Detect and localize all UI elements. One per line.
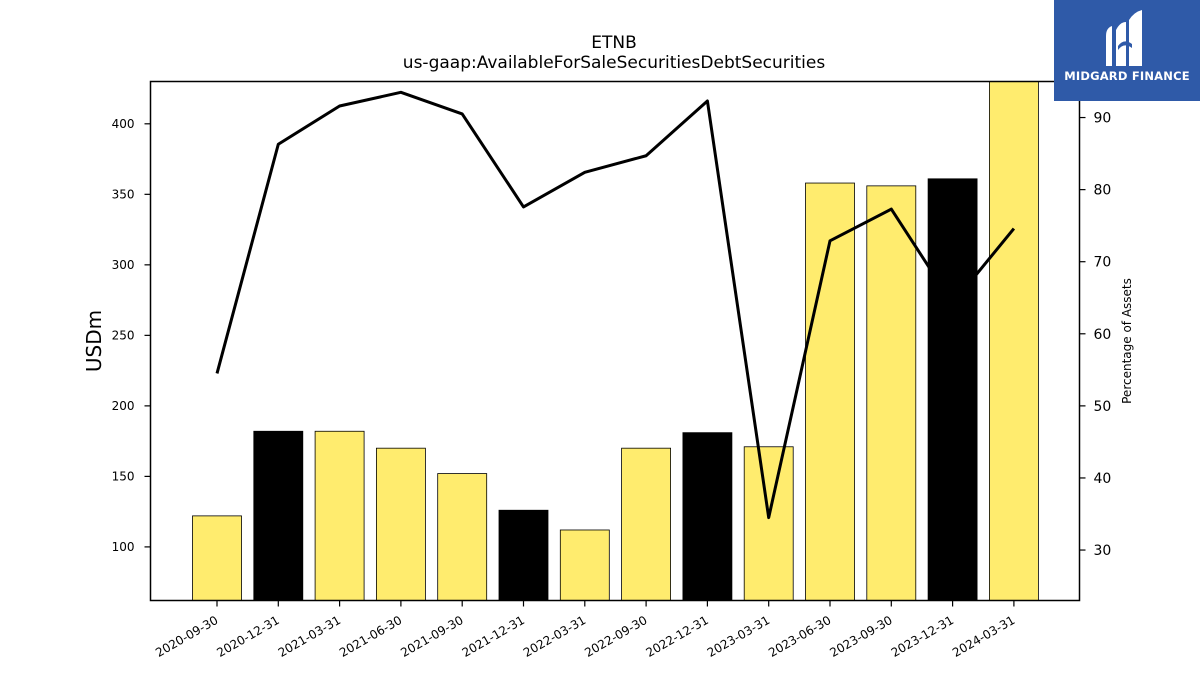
logo-text: MIDGARD FINANCE [1064, 69, 1190, 83]
x-tick-label: 2024-03-31 [950, 613, 1017, 660]
bar-2020-09-30 [192, 515, 242, 601]
bar-2024-03-31 [989, 81, 1039, 601]
y2-tick-label: 40 [1094, 471, 1112, 487]
percentage-line [215, 90, 1016, 520]
x-tick-label: 2023-09-30 [827, 613, 894, 660]
y-tick-label: 150 [112, 469, 135, 483]
bars-group [192, 81, 1039, 601]
plot-frame [149, 80, 1081, 602]
y-tick-label: 300 [112, 258, 135, 272]
bar-2023-06-30 [805, 182, 855, 601]
x-tick-label: 2022-12-31 [643, 613, 710, 660]
x-axis-ticks: 2020-09-302020-12-312021-03-312021-06-30… [153, 600, 1017, 660]
bar-2022-09-30 [621, 447, 671, 601]
line-group [215, 90, 1016, 520]
x-tick-label: 2021-12-31 [460, 613, 527, 660]
y2-axis-label: Percentage of Assets [1120, 278, 1134, 404]
bar-2021-03-31 [314, 430, 365, 601]
y-tick-label: 250 [112, 328, 135, 342]
y2-tick-label: 30 [1094, 543, 1112, 559]
y2-tick-label: 70 [1094, 255, 1112, 271]
y-tick-label: 100 [112, 540, 135, 554]
y2-tick-label: 80 [1094, 183, 1112, 199]
y2-tick-label: 50 [1094, 399, 1112, 415]
logo-mark-icon [1106, 10, 1142, 66]
bar-2023-03-31 [743, 446, 794, 601]
y2-tick-label: 60 [1094, 327, 1112, 343]
left-axis-ticks: 100 150 200 250 300 350 400 [112, 117, 151, 554]
bar-2022-03-31 [559, 529, 610, 601]
x-tick-label: 2023-12-31 [889, 613, 956, 660]
bar-2021-12-31 [498, 509, 549, 601]
chart-title: ETNB [591, 33, 637, 53]
x-tick-label: 2023-03-31 [705, 613, 772, 660]
y-tick-label: 200 [112, 399, 135, 413]
y-tick-label: 400 [112, 117, 135, 131]
x-tick-label: 2022-09-30 [582, 613, 649, 660]
y-tick-label: 350 [112, 187, 135, 201]
x-tick-label: 2022-03-31 [521, 613, 588, 660]
bar-2021-09-30 [437, 473, 488, 601]
y-axis-label: USDm [82, 310, 106, 372]
x-tick-label: 2020-12-31 [214, 613, 281, 660]
x-tick-label: 2021-06-30 [337, 613, 404, 660]
x-tick-label: 2020-09-30 [153, 613, 220, 660]
bar-2023-12-31 [927, 178, 978, 601]
y2-tick-label: 90 [1094, 111, 1112, 127]
chart-subtitle: us-gaap:AvailableForSaleSecuritiesDebtSe… [403, 53, 826, 73]
bar-2022-12-31 [682, 432, 733, 601]
x-tick-label: 2021-03-31 [276, 613, 343, 660]
x-tick-label: 2023-06-30 [766, 613, 833, 660]
bar-2020-12-31 [253, 430, 304, 601]
x-tick-label: 2021-09-30 [398, 613, 465, 660]
bar-2021-06-30 [375, 447, 426, 601]
midgard-finance-logo: MIDGARD FINANCE [1054, 0, 1200, 101]
bar-2023-09-30 [866, 185, 917, 601]
right-axis-ticks: 30 40 50 60 70 80 90 [1079, 111, 1112, 559]
